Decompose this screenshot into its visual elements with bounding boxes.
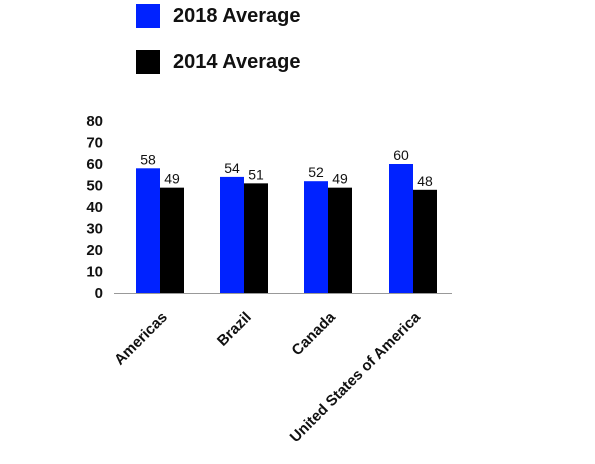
data-label: 52 bbox=[308, 164, 324, 180]
legend-swatch-2018 bbox=[136, 4, 160, 28]
legend-label-2014: 2014 Average bbox=[173, 50, 301, 73]
y-tick-label: 50 bbox=[86, 178, 103, 195]
legend-label-2018: 2018 Average bbox=[173, 4, 301, 27]
data-label: 51 bbox=[248, 166, 264, 182]
y-tick-label: 0 bbox=[95, 285, 103, 302]
data-label: 58 bbox=[140, 151, 156, 167]
data-label: 60 bbox=[393, 147, 409, 163]
legend-item-2014: 2014 Average bbox=[136, 50, 301, 74]
y-tick-label: 60 bbox=[86, 156, 103, 173]
bar-2014 bbox=[244, 183, 268, 293]
legend-item-2018: 2018 Average bbox=[136, 4, 301, 28]
y-tick-label: 10 bbox=[86, 264, 103, 281]
bar-2014 bbox=[413, 189, 437, 293]
data-label: 48 bbox=[417, 173, 433, 189]
bar-2018 bbox=[136, 168, 160, 293]
legend-swatch-2014 bbox=[136, 50, 160, 74]
x-category-label: Brazil bbox=[214, 309, 255, 350]
legend: 2018 Average 2014 Average bbox=[136, 4, 301, 96]
y-tick-label: 80 bbox=[86, 113, 103, 130]
y-tick-label: 40 bbox=[86, 199, 103, 216]
data-label: 49 bbox=[332, 171, 348, 187]
data-label: 49 bbox=[164, 171, 180, 187]
bar-2018 bbox=[304, 181, 328, 293]
bar-2018 bbox=[389, 164, 413, 293]
bar-2014 bbox=[328, 187, 352, 293]
bar-2018 bbox=[220, 176, 244, 293]
bar-2014 bbox=[160, 187, 184, 293]
y-tick-label: 70 bbox=[86, 135, 103, 152]
y-tick-label: 20 bbox=[86, 242, 103, 259]
data-label: 54 bbox=[224, 160, 240, 176]
x-category-label: Americas bbox=[111, 309, 171, 369]
y-tick-label: 30 bbox=[86, 221, 103, 238]
x-category-label: Canada bbox=[288, 308, 339, 359]
